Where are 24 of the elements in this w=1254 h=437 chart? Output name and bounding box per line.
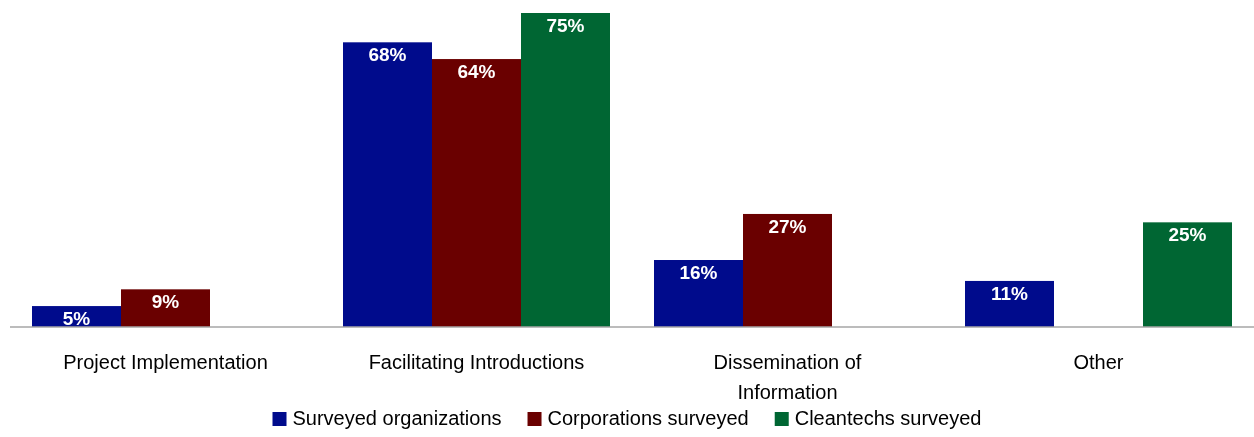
data-label: 16%	[679, 262, 718, 284]
legend-label: Surveyed organizations	[292, 407, 502, 429]
bar	[965, 280, 1054, 327]
bar	[343, 42, 432, 327]
legend-label: Corporations surveyed	[547, 407, 749, 429]
data-label: 25%	[1168, 224, 1207, 246]
data-label: 75%	[546, 15, 585, 36]
bar	[654, 260, 743, 327]
x-tick-label: Project Implementation	[63, 351, 268, 373]
data-label: 11%	[991, 282, 1029, 304]
bar	[1143, 222, 1232, 327]
data-label: 27%	[768, 215, 807, 237]
bar	[432, 59, 521, 327]
legend-label: Cleantechs surveyed	[794, 407, 982, 429]
data-label: 9%	[151, 291, 180, 313]
x-tick-label: Other	[1073, 351, 1124, 373]
data-label: 68%	[368, 44, 407, 66]
data-label: 64%	[457, 61, 496, 83]
bar	[743, 213, 832, 327]
data-label: 5%	[62, 308, 91, 330]
x-tick-label: Dissemination of Information	[713, 351, 862, 403]
bar	[121, 289, 210, 327]
x-tick-label: Facilitating Introductions	[368, 351, 585, 373]
bar	[521, 13, 610, 327]
